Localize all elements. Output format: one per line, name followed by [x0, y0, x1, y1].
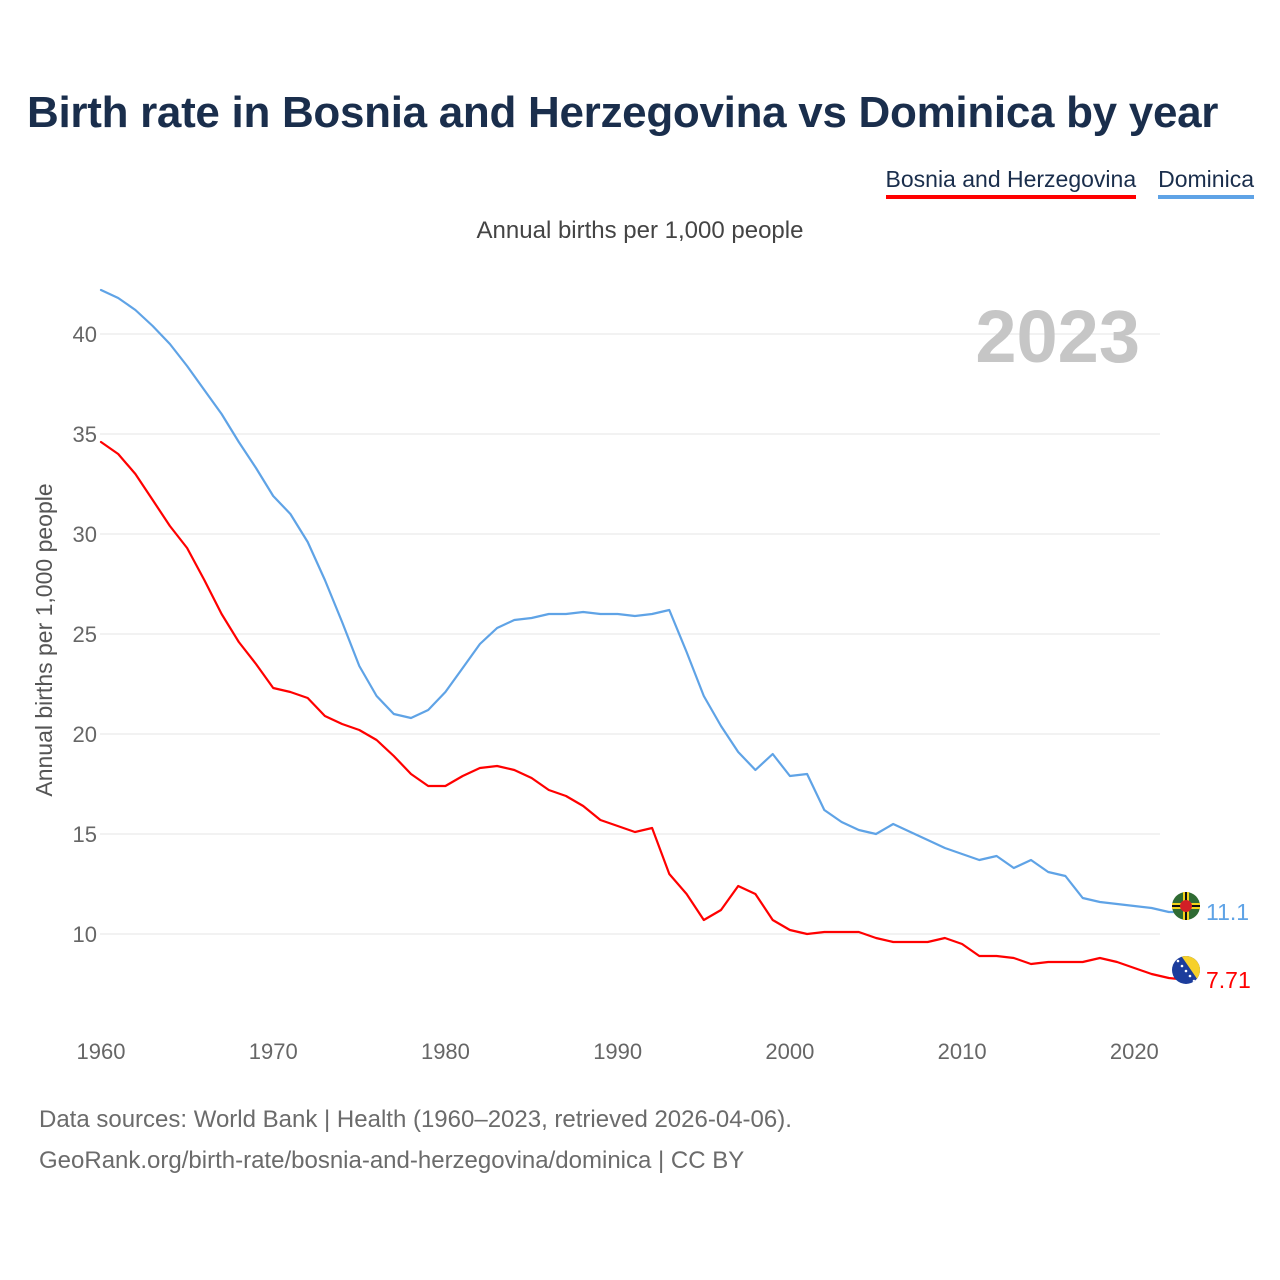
- y-axis-ticks: 10 15 20 25 30 35 40: [73, 322, 97, 947]
- y-tick-label: 25: [73, 622, 97, 647]
- x-tick-label: 1990: [593, 1039, 642, 1064]
- series-lines: 7.71 11.1: [99, 288, 1251, 993]
- end-value-label-bosnia-and-herzegovina: 7.71: [1206, 967, 1251, 993]
- x-tick-label: 2010: [938, 1039, 987, 1064]
- dominica-flag-icon: [1172, 892, 1200, 920]
- y-tick-label: 35: [73, 422, 97, 447]
- y-axis-label: Annual births per 1,000 people: [31, 483, 57, 796]
- y-tick-label: 20: [73, 722, 97, 747]
- x-tick-label: 1980: [421, 1039, 470, 1064]
- year-watermark: 2023: [975, 295, 1140, 378]
- chart-title: Birth rate in Bosnia and Herzegovina vs …: [27, 88, 1219, 137]
- y-tick-label: 10: [73, 922, 97, 947]
- x-axis-ticks: 1960 1970 1980 1990 2000 2010 2020: [77, 1039, 1159, 1064]
- source-url[interactable]: GeoRank.org/birth-rate/bosnia-and-herzeg…: [39, 1147, 745, 1174]
- end-markers: [1172, 892, 1200, 984]
- gridlines: [100, 333, 1160, 935]
- legend-item-dominica[interactable]: Dominica: [1158, 166, 1254, 199]
- x-tick-label: 2020: [1110, 1039, 1159, 1064]
- y-tick-label: 15: [73, 822, 97, 847]
- legend-item-bosnia-and-herzegovina[interactable]: Bosnia and Herzegovina: [885, 166, 1137, 199]
- y-tick-label: 30: [73, 522, 97, 547]
- chart-subtitle: Annual births per 1,000 people: [476, 217, 804, 244]
- x-tick-label: 1960: [77, 1039, 126, 1064]
- series-line-dominica[interactable]: [99, 288, 1188, 914]
- x-tick-label: 2000: [765, 1039, 814, 1064]
- bosnia-flag-icon: [1172, 956, 1200, 984]
- y-tick-label: 40: [73, 322, 97, 347]
- source-note: Data sources: World Bank | Health (1960–…: [39, 1106, 792, 1133]
- legend: Bosnia and Herzegovina Dominica: [885, 166, 1254, 199]
- series-line-bosnia-and-herzegovina[interactable]: [99, 440, 1188, 981]
- x-tick-label: 1970: [249, 1039, 298, 1064]
- end-value-label-dominica: 11.1: [1206, 899, 1249, 925]
